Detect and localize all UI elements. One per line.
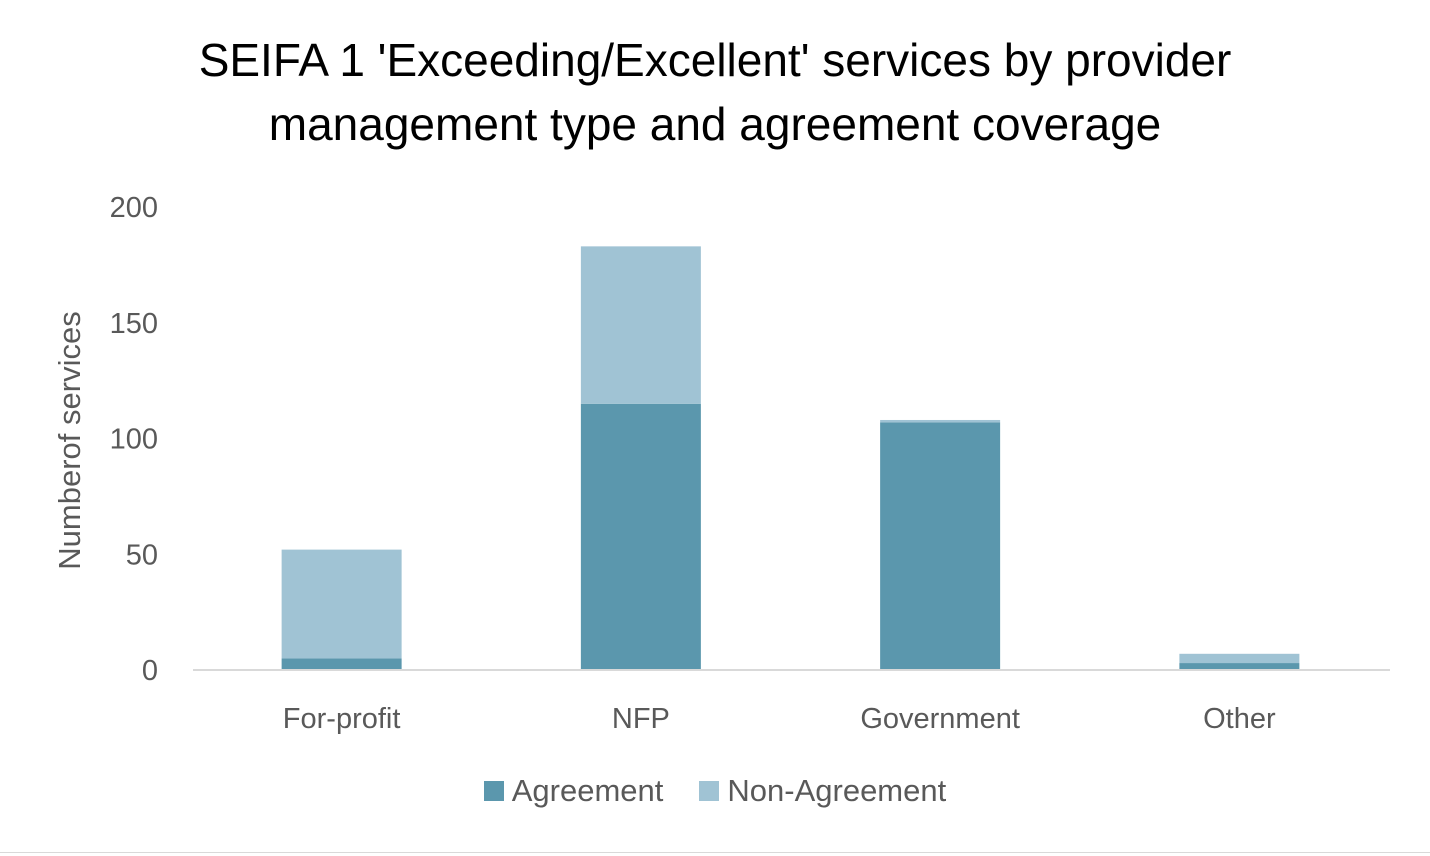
legend-label-agreement: Agreement — [511, 773, 664, 808]
bar-agreement — [281, 658, 402, 670]
y-tick-label: 100 — [110, 424, 158, 456]
y-tick-label: 200 — [110, 192, 158, 224]
x-tick-label: Government — [860, 703, 1020, 735]
bar-non-agreement — [1179, 653, 1300, 664]
chart-title-line-2: management type and agreement coverage — [268, 98, 1162, 150]
y-tick-label: 50 — [126, 539, 158, 571]
legend-label-non-agreement: Non-Agreement — [727, 773, 947, 808]
bar-agreement — [880, 422, 1001, 670]
bar-agreement — [580, 403, 701, 670]
y-tick-label: 150 — [110, 308, 158, 340]
bar-agreement — [1179, 663, 1300, 670]
legend-item-agreement: Agreement — [483, 773, 664, 809]
bottom-border — [0, 852, 1430, 853]
chart-title-line-1: SEIFA 1 'Exceeding/Excellent' services b… — [198, 34, 1232, 86]
x-tick-label: Other — [1203, 703, 1276, 735]
y-tick-label: 0 — [142, 655, 158, 687]
bar-non-agreement — [880, 419, 1001, 423]
bar-non-agreement — [281, 549, 402, 659]
x-tick-label: NFP — [612, 703, 670, 735]
legend-swatch-agreement — [483, 781, 504, 801]
y-axis-label: Numberof services — [52, 311, 87, 569]
bar-non-agreement — [580, 246, 701, 404]
legend-item-non-agreement: Non-Agreement — [699, 773, 946, 809]
x-tick-label: For-profit — [283, 703, 401, 735]
chart-title: SEIFA 1 'Exceeding/Excellent' services b… — [115, 28, 1315, 156]
legend-swatch-non-agreement — [699, 781, 720, 801]
legend: Agreement Non-Agreement — [0, 773, 1430, 809]
